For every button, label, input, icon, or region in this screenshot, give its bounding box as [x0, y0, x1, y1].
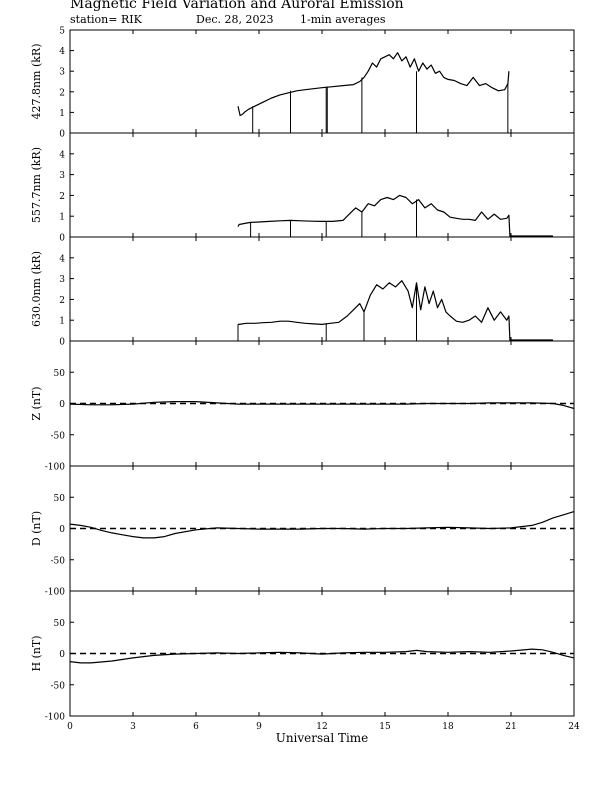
y-tick-label: 50	[54, 369, 66, 379]
station-label: station= RIK	[70, 13, 142, 26]
y-axis-label: 557.7nm (kR)	[30, 147, 43, 223]
chart-title: Magnetic Field Variation and Auroral Emi…	[70, 0, 404, 12]
x-tick-label: 9	[256, 722, 262, 732]
x-tick-label: 6	[193, 722, 199, 732]
x-tick-label: 0	[67, 722, 73, 732]
y-tick-label: -50	[51, 556, 66, 566]
x-axis-label: Universal Time	[276, 731, 369, 745]
y-tick-label: 1	[59, 109, 65, 119]
y-tick-label: 50	[54, 494, 66, 504]
y-tick-label: 1	[59, 317, 65, 327]
y-axis-label: 630.0nm (kR)	[30, 251, 43, 327]
panel-frame	[69, 236, 575, 342]
y-tick-label: -100	[45, 588, 65, 598]
series-line	[69, 511, 575, 539]
y-tick-label: 0	[59, 525, 65, 535]
y-tick-label: 3	[59, 275, 65, 285]
x-tick-label: 12	[316, 722, 327, 732]
series-line	[237, 52, 510, 117]
y-axis-label: 427.8nm (kR)	[30, 43, 43, 119]
y-tick-label: -100	[45, 463, 65, 473]
y-tick-label: -50	[51, 681, 66, 691]
averaging-label: 1-min averages	[300, 13, 386, 26]
y-tick-label: -50	[51, 431, 66, 441]
x-tick-label: 3	[130, 722, 136, 732]
y-tick-label: 0	[59, 650, 65, 660]
y-axis-label: H (nT)	[30, 635, 43, 671]
x-tick-label: 24	[568, 722, 580, 732]
y-tick-label: 0	[59, 234, 65, 244]
y-tick-label: 2	[59, 192, 65, 202]
y-tick-label: 50	[54, 619, 66, 629]
y-axis-label: Z (nT)	[30, 386, 43, 420]
y-tick-label: 0	[59, 400, 65, 410]
y-tick-label: -100	[45, 713, 65, 723]
x-tick-label: 15	[379, 722, 391, 732]
x-tick-label: 21	[505, 722, 516, 732]
y-tick-label: 5	[59, 27, 65, 37]
x-tick-label: 18	[442, 722, 454, 732]
series-line	[69, 401, 575, 410]
y-tick-label: 4	[59, 150, 65, 160]
series-line	[237, 194, 553, 237]
y-tick-label: 3	[59, 171, 65, 181]
y-tick-label: 4	[59, 254, 65, 264]
y-tick-label: 0	[59, 130, 65, 140]
y-tick-label: 1	[59, 213, 65, 223]
y-tick-label: 0	[59, 338, 65, 348]
date-label: Dec. 28, 2023	[196, 13, 274, 26]
y-tick-label: 2	[59, 296, 65, 306]
panel-frame	[69, 29, 575, 134]
series-line	[238, 280, 553, 341]
y-tick-label: 4	[59, 47, 65, 57]
y-axis-label: D (nT)	[30, 511, 43, 546]
series-line	[69, 648, 575, 664]
y-tick-label: 3	[59, 68, 65, 78]
y-tick-label: 2	[59, 88, 65, 98]
